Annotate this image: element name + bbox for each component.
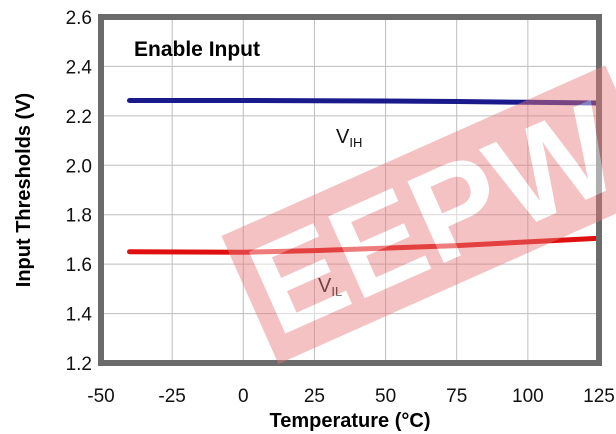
series-label-vil-sub: IL xyxy=(331,284,342,299)
watermark-banner xyxy=(221,65,616,364)
x-tick-label-3: 25 xyxy=(304,386,325,407)
x-tick-labels: -50 -25 0 25 50 75 100 125 xyxy=(87,386,615,407)
x-tick-label-4: 50 xyxy=(375,386,396,407)
x-tick-label-0: -50 xyxy=(87,386,114,407)
x-tick-label-1: -25 xyxy=(158,386,185,407)
y-tick-label-4: 2.0 xyxy=(66,156,92,177)
x-axis-title: Temperature (°C) xyxy=(270,410,431,432)
y-tick-label-3: 1.8 xyxy=(66,206,92,227)
grid xyxy=(100,16,600,364)
watermark-logo: EEPW xyxy=(221,65,616,364)
series-line-vih xyxy=(127,98,602,106)
series-label-vih-main: V xyxy=(336,126,350,148)
chart-title: Enable Input xyxy=(134,38,260,61)
series-label-vil-main: V xyxy=(318,275,332,297)
series-label-vil: VIL xyxy=(318,275,342,299)
series-line-vil xyxy=(127,235,602,255)
y-tick-labels: 1.2 1.4 1.6 1.8 2.0 2.2 2.4 2.6 xyxy=(66,8,93,375)
series-label-vih-sub: IH xyxy=(349,135,362,150)
x-tick-label-6: 100 xyxy=(512,386,544,407)
y-tick-label-7: 2.6 xyxy=(66,8,92,29)
y-tick-label-2: 1.6 xyxy=(66,255,92,276)
y-tick-label-0: 1.2 xyxy=(66,354,92,375)
y-axis-title: Input Thresholds (V) xyxy=(13,93,35,287)
plot-frame xyxy=(98,14,602,366)
x-tick-label-2: 0 xyxy=(238,386,249,407)
y-tick-label-5: 2.2 xyxy=(66,107,92,128)
x-tick-label-5: 75 xyxy=(446,386,467,407)
y-tick-label-1: 1.4 xyxy=(66,305,93,326)
x-tick-label-7: 125 xyxy=(583,386,615,407)
watermark-text: EEPW xyxy=(229,73,616,362)
series-lines xyxy=(127,98,602,255)
series-label-vih: VIH xyxy=(336,126,362,150)
y-tick-label-6: 2.4 xyxy=(66,57,93,78)
